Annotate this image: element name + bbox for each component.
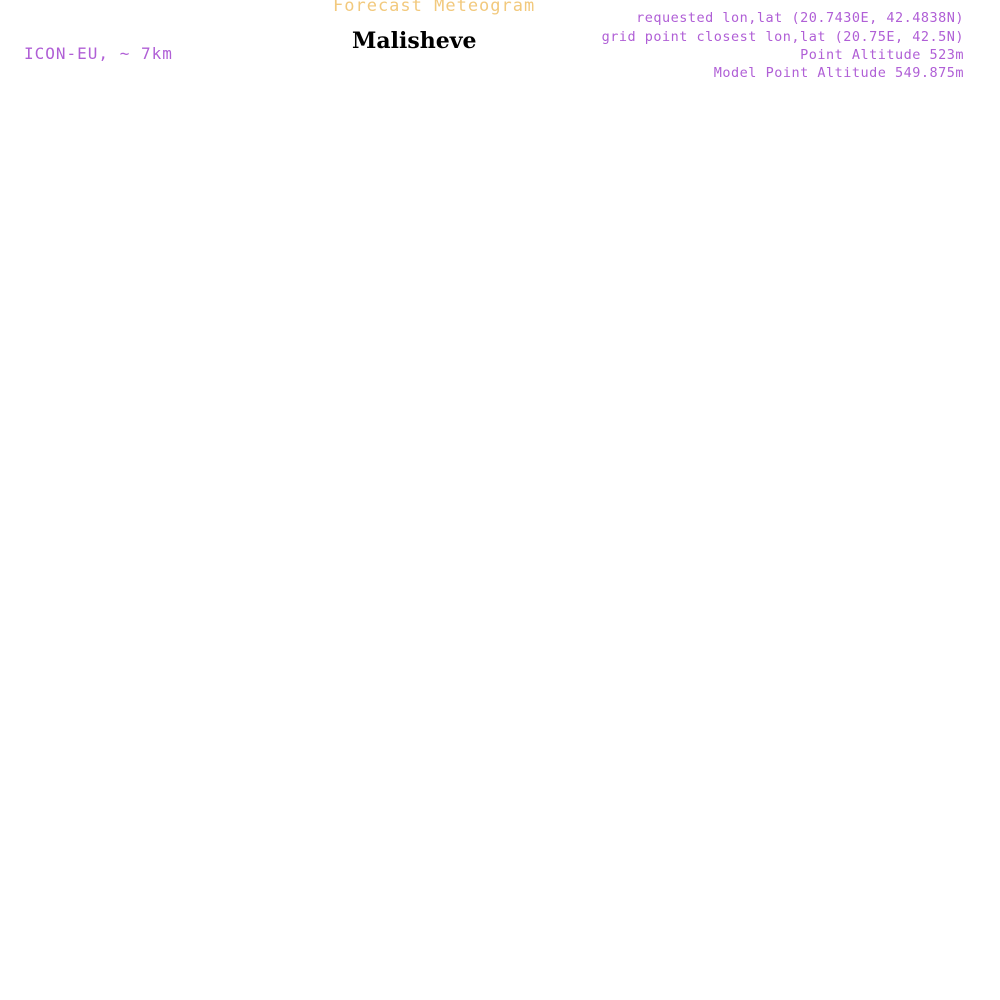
grid-point-location: grid point closest lon,lat (20.75E, 42.5…: [601, 29, 964, 45]
forecast-title: Forecast Meteogram: [333, 0, 536, 16]
model-point-altitude: Model Point Altitude 549.875m: [713, 65, 964, 81]
model-label: ICON-EU, ~ 7km: [24, 44, 173, 63]
requested-location: requested lon,lat (20.7430E, 42.4838N): [636, 10, 964, 26]
point-altitude: Point Altitude 523m: [800, 47, 964, 63]
location-title: Malisheve: [352, 28, 477, 54]
meteogram-header: Forecast Meteogram Malisheve ICON-EU, ~ …: [0, 0, 1000, 130]
